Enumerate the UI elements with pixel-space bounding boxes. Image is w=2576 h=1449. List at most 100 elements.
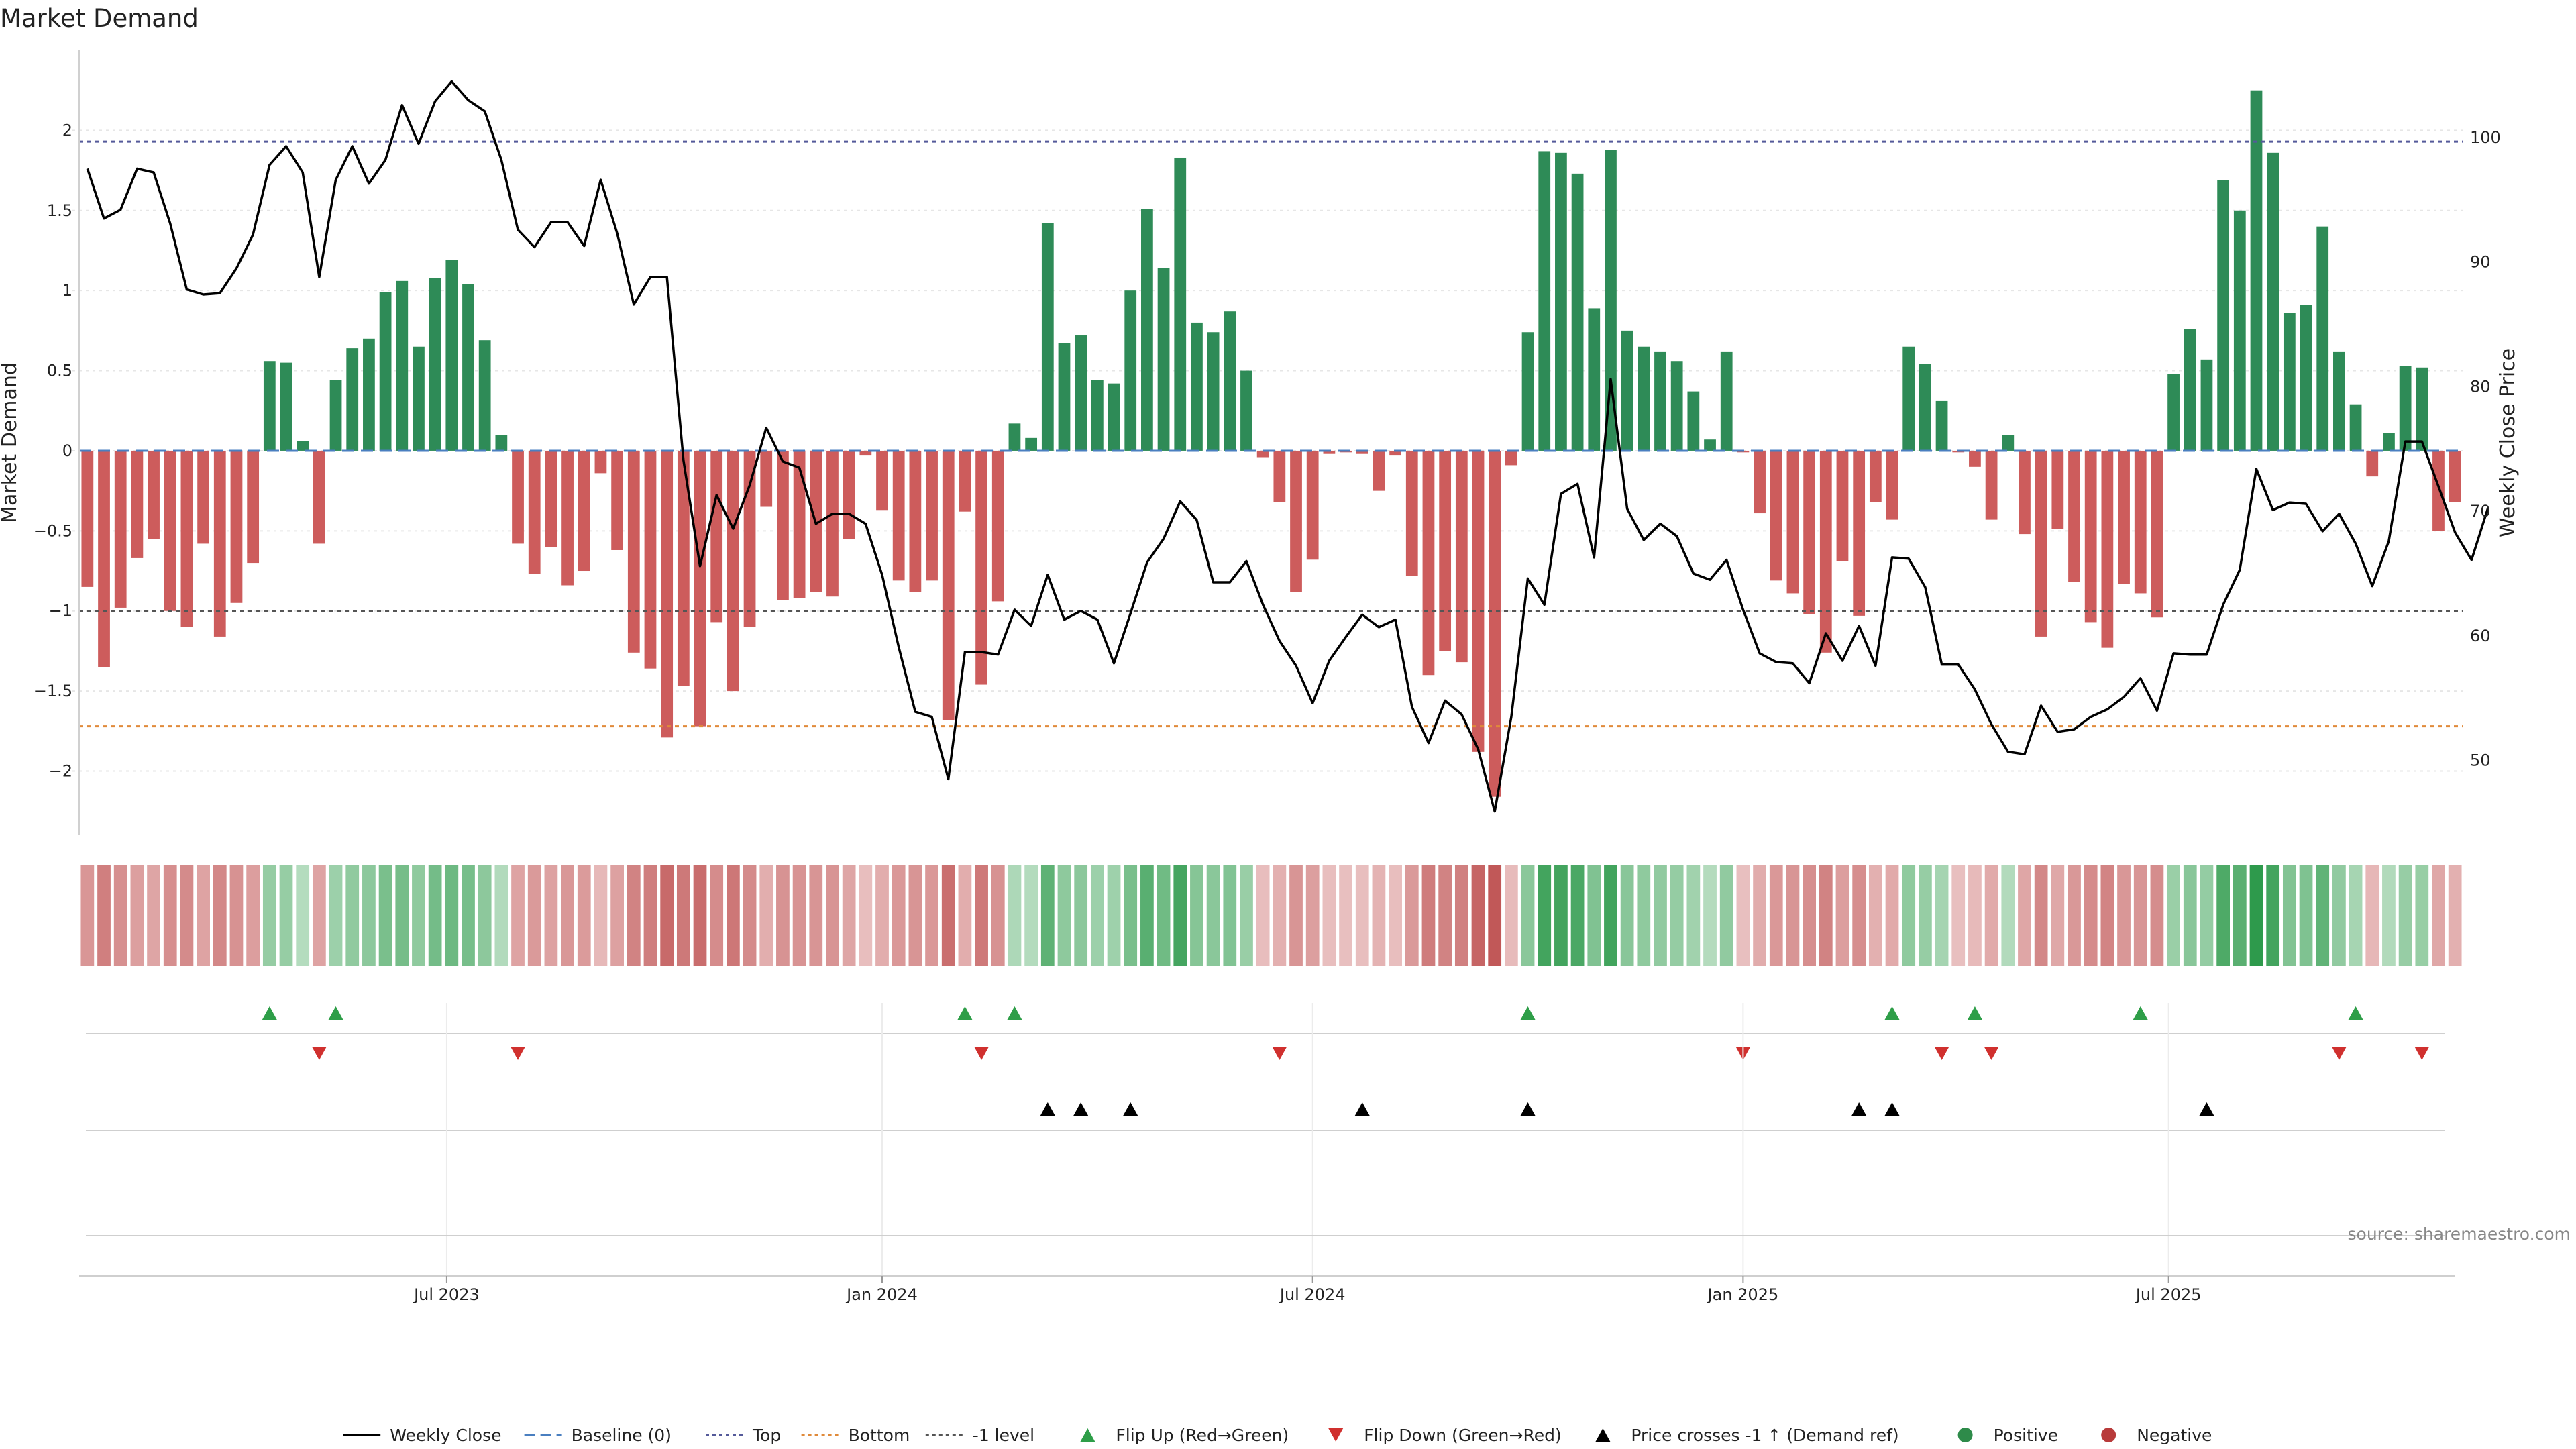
heat-cell [2034,865,2048,966]
demand-bar [2217,180,2230,451]
y-tick-left: −2 [49,761,72,780]
demand-bar [2383,433,2395,451]
heat-cell [1620,865,1634,966]
demand-bar [1985,450,1998,520]
heat-cell [1968,865,1982,966]
axes: −2 −1.5 −1 −0.5 0 0.5 1 1.5 2 50 60 70 80 90 100 [34,50,2501,835]
demand-bar [297,441,309,451]
demand-bar [2449,450,2461,502]
heat-cell [1719,865,1733,966]
demand-bar [2184,329,2196,451]
demand-bar [1853,450,1866,616]
legend-label: Weekly Close [390,1426,501,1445]
legend-label: Positive [1994,1426,2058,1445]
x-tick-label: Jan 2025 [1707,1285,1779,1304]
heat-cell [1786,865,1800,966]
demand-bar [1605,150,1617,451]
demand-bar [445,260,458,451]
heat-cell [2117,865,2131,966]
demand-bar [2134,450,2147,594]
heat-cell [1703,865,1717,966]
heat-cell [1604,865,1617,966]
demand-bar [694,450,706,727]
heat-cell [2316,865,2330,966]
demand-bar [1191,322,1203,451]
heat-cell [478,865,492,966]
heat-cell [1852,865,1866,966]
demand-bar [1041,223,1054,451]
flip-up-marker [2133,1006,2148,1020]
heat-cell [925,865,938,966]
heat-cell [1273,865,1287,966]
heat-cell [2382,865,2396,966]
heat-cell [1488,865,1502,966]
demand-bar [909,450,922,592]
heat-cell [97,865,111,966]
heat-cell [1984,865,1998,966]
demand-bar [1919,364,1931,451]
reference-lines [79,140,2463,728]
demand-bar [280,362,292,451]
heat-cell [1140,865,1154,966]
demand-bar [1489,450,1501,797]
legend-item: Top [706,1426,781,1445]
flip-marker-band [86,1006,2445,1060]
heat-cell [2398,865,2412,966]
heat-cell [1835,865,1849,966]
heat-cell [2415,865,2429,966]
demand-bar [1869,450,1882,502]
demand-bar [859,450,872,456]
heat-cell [2282,865,2296,966]
demand-bar [346,348,359,451]
heat-cell [693,865,707,966]
demand-bar [942,450,955,720]
demand-bar [561,450,574,586]
heat-cell [362,865,376,966]
heat-cell [975,865,988,966]
heat-cell [2365,865,2379,966]
demand-bar [2167,374,2180,451]
demand-bar [1621,330,1633,451]
legend-label: Price crosses -1 ↑ (Demand ref) [1631,1426,1898,1445]
heat-cell [1454,865,1468,966]
demand-bar [1422,450,1435,676]
demand-bar [1969,450,1981,467]
demand-bar [1571,173,1584,451]
demand-bar [1521,332,1534,451]
demand-bar [1058,343,1071,451]
y-tick-left: 2 [62,121,72,140]
demand-bar [1075,335,1087,451]
heat-cell [2150,865,2164,966]
y-tick-right: 90 [2470,253,2491,272]
heat-cell [1686,865,1701,966]
demand-bar [379,292,392,451]
heat-cell [2299,865,2313,966]
legend-item: Flip Down (Green→Red) [1328,1426,1562,1445]
heat-cell [710,865,724,966]
demand-bar [2019,450,2031,535]
demand-bar [1720,351,1733,451]
demand-bar [81,450,94,587]
demand-bar [793,450,806,598]
heat-cell [2051,865,2065,966]
price-cross-marker [1040,1102,1055,1116]
heat-cell [1074,865,1088,966]
demand-bar [1654,351,1666,451]
heat-cell [1670,865,1684,966]
demand-bar [594,450,607,474]
demand-bar [1786,450,1799,594]
legend: Weekly Close Baseline (0) Top Bottom -1 leve… [343,1426,2212,1445]
x-tick-label: Jan 2024 [845,1285,918,1304]
heat-cell [462,865,475,966]
heat-cell [412,865,425,966]
heat-cell [2233,865,2247,966]
y-axis-right-label: Weekly Close Price [2496,348,2520,537]
demand-bar [413,346,425,451]
legend-item: Bottom [801,1426,910,1445]
heat-cell [1919,865,1932,966]
heat-cell [262,865,276,966]
demand-bar [2267,152,2279,451]
demand-bar [1256,450,1269,458]
heat-cell [1885,865,1899,966]
demand-bar [2051,450,2064,529]
